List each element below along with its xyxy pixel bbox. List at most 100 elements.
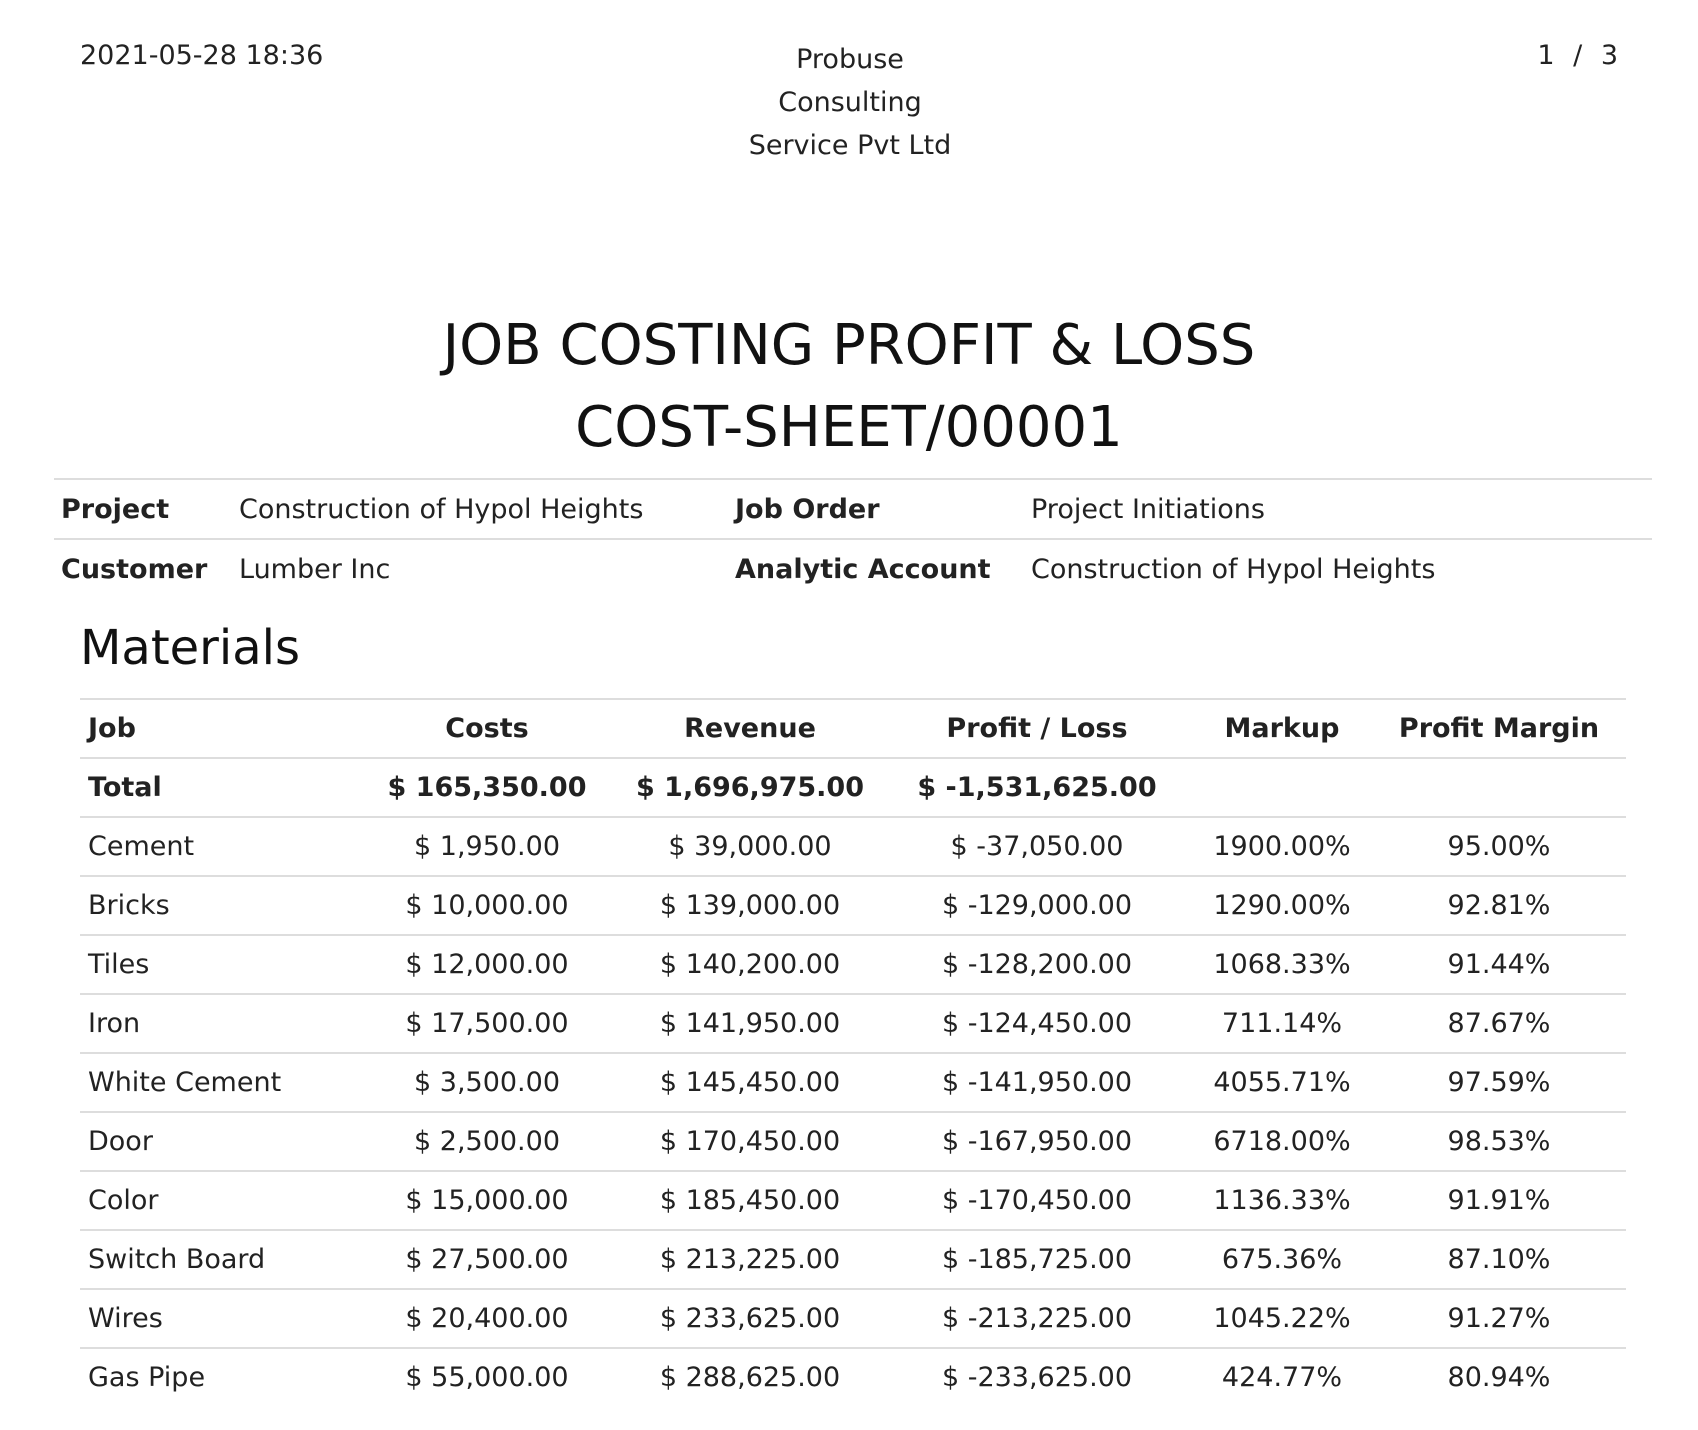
cell-costs: $ 165,350.00 (356, 757, 618, 817)
info-row: Project Construction of Hypol Heights Jo… (54, 478, 1652, 539)
total-row: Total $ 165,350.00 $ 1,696,975.00 $ -1,5… (80, 757, 1626, 817)
cell-margin: 87.10% (1372, 1229, 1626, 1289)
cell-job: Gas Pipe (80, 1347, 356, 1406)
cell-profit-loss: $ -37,050.00 (882, 816, 1192, 876)
cell-profit-loss: $ -129,000.00 (882, 875, 1192, 935)
cell-markup: 1900.00% (1192, 816, 1372, 876)
info-table: Project Construction of Hypol Heights Jo… (54, 478, 1652, 598)
cell-revenue: $ 141,950.00 (618, 993, 882, 1053)
project-label: Project (54, 478, 232, 539)
table-row: Wires $ 20,400.00 $ 233,625.00 $ -213,22… (80, 1288, 1626, 1348)
cell-revenue: $ 139,000.00 (618, 875, 882, 935)
cell-costs: $ 20,400.00 (356, 1288, 618, 1348)
report-date: 2021-05-28 18:36 (80, 40, 324, 71)
cell-margin: 91.44% (1372, 934, 1626, 994)
section-title-materials: Materials (80, 620, 301, 676)
column-header-profit-margin: Profit Margin (1372, 698, 1626, 758)
cell-profit-loss: $ -141,950.00 (882, 1052, 1192, 1112)
cell-revenue: $ 140,200.00 (618, 934, 882, 994)
customer-value: Lumber Inc (232, 538, 728, 598)
company-name-line: Service Pvt Ltd (748, 130, 952, 161)
cell-markup: 6718.00% (1192, 1111, 1372, 1171)
cell-margin: 80.94% (1372, 1347, 1626, 1406)
cell-profit-loss: $ -213,225.00 (882, 1288, 1192, 1348)
cell-revenue: $ 185,450.00 (618, 1170, 882, 1230)
cell-job: Door (80, 1111, 356, 1171)
cell-profit-loss: $ -124,450.00 (882, 993, 1192, 1053)
cell-costs: $ 1,950.00 (356, 816, 618, 876)
cell-margin: 91.27% (1372, 1288, 1626, 1348)
cell-costs: $ 12,000.00 (356, 934, 618, 994)
customer-label: Customer (54, 538, 232, 598)
job-order-value: Project Initiations (1024, 478, 1652, 539)
company-name-line: Probuse (796, 44, 904, 75)
cell-job: Wires (80, 1288, 356, 1348)
column-header-markup: Markup (1192, 698, 1372, 758)
company-name-line: Consulting (778, 87, 922, 118)
report-title-line: JOB COSTING PROFIT & LOSS (442, 313, 1256, 378)
cell-markup: 424.77% (1192, 1347, 1372, 1406)
cell-revenue: $ 170,450.00 (618, 1111, 882, 1171)
cell-markup: 1290.00% (1192, 875, 1372, 935)
cell-markup (1192, 757, 1372, 817)
company-name: Probuse Consulting Service Pvt Ltd (740, 38, 960, 167)
cell-job: Bricks (80, 875, 356, 935)
cell-markup: 1045.22% (1192, 1288, 1372, 1348)
analytic-account-value: Construction of Hypol Heights (1024, 538, 1652, 598)
cell-revenue: $ 39,000.00 (618, 816, 882, 876)
cell-margin (1372, 757, 1626, 817)
cell-markup: 1068.33% (1192, 934, 1372, 994)
cell-job: Switch Board (80, 1229, 356, 1289)
project-value: Construction of Hypol Heights (232, 478, 728, 539)
cell-profit-loss: $ -233,625.00 (882, 1347, 1192, 1406)
cell-job: Total (80, 757, 356, 817)
cell-profit-loss: $ -128,200.00 (882, 934, 1192, 994)
cell-margin: 92.81% (1372, 875, 1626, 935)
cell-margin: 87.67% (1372, 993, 1626, 1053)
table-row: Switch Board $ 27,500.00 $ 213,225.00 $ … (80, 1229, 1626, 1289)
cell-margin: 97.59% (1372, 1052, 1626, 1112)
info-row: Customer Lumber Inc Analytic Account Con… (54, 538, 1652, 598)
cell-profit-loss: $ -170,450.00 (882, 1170, 1192, 1230)
cost-sheet-number: COST-SHEET/00001 (575, 395, 1123, 460)
cell-markup: 1136.33% (1192, 1170, 1372, 1230)
cell-revenue: $ 145,450.00 (618, 1052, 882, 1112)
cell-revenue: $ 1,696,975.00 (618, 757, 882, 817)
cell-margin: 95.00% (1372, 816, 1626, 876)
page-number: 1 / 3 (1537, 40, 1618, 71)
cell-markup: 675.36% (1192, 1229, 1372, 1289)
table-row: Iron $ 17,500.00 $ 141,950.00 $ -124,450… (80, 993, 1626, 1053)
table-row: Door $ 2,500.00 $ 170,450.00 $ -167,950.… (80, 1111, 1626, 1171)
cell-job: Cement (80, 816, 356, 876)
column-header-revenue: Revenue (618, 698, 882, 758)
column-header-profit-loss: Profit / Loss (882, 698, 1192, 758)
cell-job: Iron (80, 993, 356, 1053)
cell-costs: $ 3,500.00 (356, 1052, 618, 1112)
cell-revenue: $ 288,625.00 (618, 1347, 882, 1406)
table-row: Bricks $ 10,000.00 $ 139,000.00 $ -129,0… (80, 875, 1626, 935)
cell-job: White Cement (80, 1052, 356, 1112)
report-title: JOB COSTING PROFIT & LOSS COST-SHEET/000… (0, 305, 1698, 469)
cell-markup: 4055.71% (1192, 1052, 1372, 1112)
materials-table: Job Costs Revenue Profit / Loss Markup P… (80, 698, 1626, 1406)
cell-costs: $ 2,500.00 (356, 1111, 618, 1171)
column-header-job: Job (80, 698, 356, 758)
cell-profit-loss: $ -167,950.00 (882, 1111, 1192, 1171)
cell-costs: $ 15,000.00 (356, 1170, 618, 1230)
table-row: Gas Pipe $ 55,000.00 $ 288,625.00 $ -233… (80, 1347, 1626, 1406)
cell-margin: 91.91% (1372, 1170, 1626, 1230)
cell-costs: $ 17,500.00 (356, 993, 618, 1053)
table-row: Tiles $ 12,000.00 $ 140,200.00 $ -128,20… (80, 934, 1626, 994)
cell-margin: 98.53% (1372, 1111, 1626, 1171)
cell-costs: $ 55,000.00 (356, 1347, 618, 1406)
table-row: Cement $ 1,950.00 $ 39,000.00 $ -37,050.… (80, 816, 1626, 876)
cell-revenue: $ 233,625.00 (618, 1288, 882, 1348)
job-order-label: Job Order (728, 478, 1024, 539)
cell-markup: 711.14% (1192, 993, 1372, 1053)
cell-job: Color (80, 1170, 356, 1230)
cell-job: Tiles (80, 934, 356, 994)
cell-profit-loss: $ -1,531,625.00 (882, 757, 1192, 817)
column-header-costs: Costs (356, 698, 618, 758)
table-row: Color $ 15,000.00 $ 185,450.00 $ -170,45… (80, 1170, 1626, 1230)
cell-costs: $ 10,000.00 (356, 875, 618, 935)
